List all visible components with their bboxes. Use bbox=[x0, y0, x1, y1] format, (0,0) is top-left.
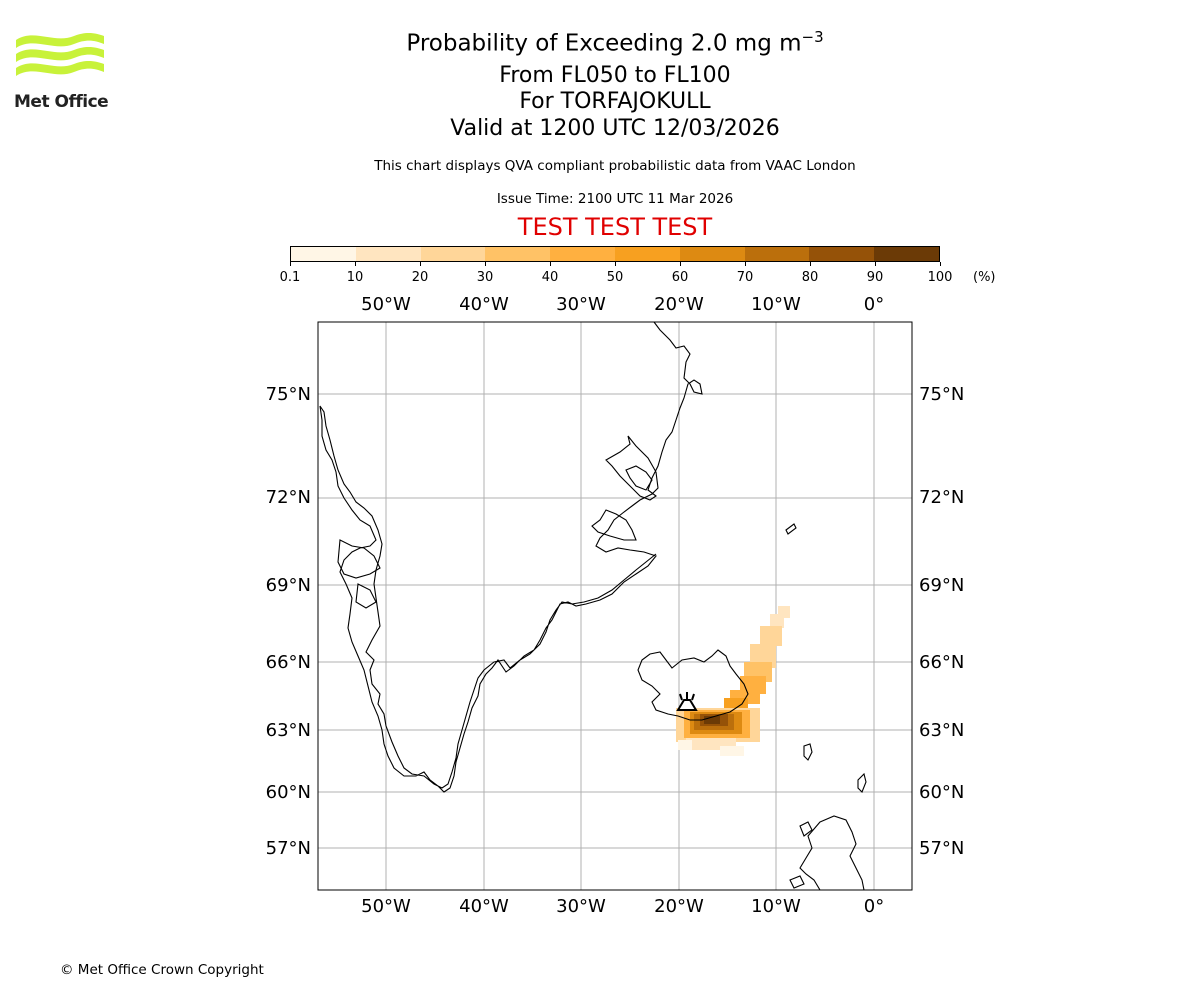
colorbar-tick bbox=[679, 262, 681, 266]
lon-label: 30°W bbox=[556, 896, 606, 917]
colorbar-tick bbox=[874, 262, 876, 266]
colorbar-tick bbox=[289, 262, 291, 266]
colorbar-tick bbox=[549, 262, 551, 266]
lat-label: 72°N bbox=[266, 487, 311, 508]
colorbar-tick bbox=[614, 262, 616, 266]
colorbar-tick bbox=[939, 262, 941, 266]
lon-label: 0° bbox=[864, 896, 884, 917]
lat-label: 57°N bbox=[919, 838, 964, 859]
colorbar-tick bbox=[354, 262, 356, 266]
colorbar-tick-label: 70 bbox=[736, 270, 754, 285]
lon-label: 50°W bbox=[361, 294, 411, 315]
lat-label: 60°N bbox=[919, 782, 964, 803]
lon-label: 10°W bbox=[751, 294, 801, 315]
map-frame bbox=[317, 321, 913, 891]
lon-label: 10°W bbox=[751, 896, 801, 917]
test-banner: TEST TEST TEST bbox=[517, 213, 713, 241]
lon-label: 0° bbox=[864, 294, 884, 315]
chart-title: Probability of Exceeding 2.0 mg m−3 bbox=[406, 28, 824, 57]
colorbar-tick bbox=[419, 262, 421, 266]
colorbar-segment bbox=[679, 247, 745, 261]
lat-label: 57°N bbox=[266, 838, 311, 859]
lat-label: 75°N bbox=[266, 384, 311, 405]
issue-time: Issue Time: 2100 UTC 11 Mar 2026 bbox=[496, 191, 734, 207]
lon-labels-bottom: 50°W 40°W 30°W 20°W 10°W 0° bbox=[361, 896, 884, 917]
colorbar-tick-label: 100 bbox=[927, 270, 953, 285]
lat-label: 72°N bbox=[919, 487, 964, 508]
copyright: © Met Office Crown Copyright bbox=[60, 962, 264, 978]
lat-label: 66°N bbox=[266, 652, 311, 673]
lat-labels-right: 75°N 72°N 69°N 66°N 63°N 60°N 57°N bbox=[919, 384, 964, 859]
met-office-logo: Met Office bbox=[14, 30, 109, 112]
lat-label: 69°N bbox=[919, 575, 964, 596]
lat-label: 63°N bbox=[919, 720, 964, 741]
colorbar-segment bbox=[550, 247, 615, 261]
lon-label: 50°W bbox=[361, 896, 411, 917]
lat-label: 75°N bbox=[919, 384, 964, 405]
ash-probability-plume bbox=[676, 606, 790, 756]
valid-time: Valid at 1200 UTC 12/03/2026 bbox=[450, 116, 780, 141]
gridlines bbox=[318, 322, 912, 890]
lat-label: 66°N bbox=[919, 652, 964, 673]
colorbar-segment bbox=[485, 247, 551, 261]
lon-label: 40°W bbox=[459, 294, 509, 315]
colorbar-segment bbox=[355, 247, 421, 261]
colorbar bbox=[290, 246, 940, 262]
colorbar-tick-label: 20 bbox=[411, 270, 429, 285]
colorbar-segment bbox=[614, 247, 680, 261]
coastlines bbox=[319, 321, 867, 891]
lat-labels-left: 75°N 72°N 69°N 66°N 63°N 60°N 57°N bbox=[266, 384, 311, 859]
lat-label: 60°N bbox=[266, 782, 311, 803]
volcano-icon bbox=[676, 692, 698, 711]
colorbar-tick-label: 0.1 bbox=[279, 270, 301, 285]
colorbar-segment bbox=[809, 247, 875, 261]
logo-text: Met Office bbox=[14, 92, 109, 112]
lon-label: 20°W bbox=[654, 896, 704, 917]
volcano-name: For TORFAJOKULL bbox=[519, 89, 711, 114]
lat-label: 63°N bbox=[266, 720, 311, 741]
colorbar-segment bbox=[874, 247, 939, 261]
colorbar-unit: (%) bbox=[973, 270, 996, 285]
flight-level-range: From FL050 to FL100 bbox=[499, 63, 731, 88]
lon-label: 20°W bbox=[654, 294, 704, 315]
colorbar-tick-label: 60 bbox=[671, 270, 689, 285]
colorbar-tick-label: 50 bbox=[606, 270, 624, 285]
subtitle: This chart displays QVA compliant probab… bbox=[374, 158, 856, 174]
colorbar-tick bbox=[484, 262, 486, 266]
lat-label: 69°N bbox=[266, 575, 311, 596]
colorbar-tick-label: 10 bbox=[346, 270, 364, 285]
colorbar-tick-label: 30 bbox=[476, 270, 494, 285]
scotland-coast bbox=[799, 815, 865, 891]
colorbar-tick-label: 40 bbox=[541, 270, 559, 285]
colorbar-segment bbox=[291, 247, 356, 261]
met-office-waves-icon bbox=[16, 32, 104, 76]
iceland-coast bbox=[637, 649, 749, 721]
colorbar-tick bbox=[809, 262, 811, 266]
colorbar-tick-label: 80 bbox=[801, 270, 819, 285]
lon-label: 40°W bbox=[459, 896, 509, 917]
colorbar-tick bbox=[744, 262, 746, 266]
greenland-coast bbox=[319, 321, 703, 793]
lon-label: 30°W bbox=[556, 294, 606, 315]
colorbar-segment bbox=[420, 247, 486, 261]
lon-labels-top: 50°W 40°W 30°W 20°W 10°W 0° bbox=[361, 294, 884, 315]
colorbar-segment bbox=[744, 247, 810, 261]
colorbar-tick-label: 90 bbox=[866, 270, 884, 285]
